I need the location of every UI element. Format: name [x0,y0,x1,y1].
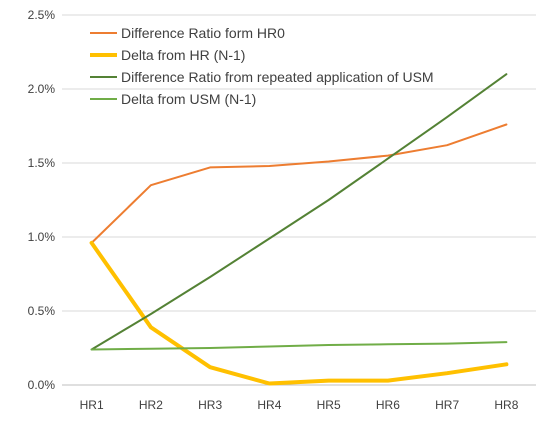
y-tick-label: 2.5% [28,8,56,22]
y-tick-label: 1.0% [28,230,56,244]
y-tick-label: 0.0% [28,378,56,392]
legend-item: Difference Ratio from repeated applicati… [90,66,434,88]
y-tick-label: 2.0% [28,82,56,96]
legend-label: Difference Ratio form HR0 [121,25,285,41]
tick-labels: 0.0% 0.5% 1.0% 1.5% 2.0% 2.5% HR1 HR2 HR3 HR4 HR5 H… [28,8,519,412]
x-tick-label: HR2 [139,398,163,412]
legend-item: Difference Ratio form HR0 [90,22,434,44]
x-tick-label: HR1 [80,398,104,412]
legend-item: Delta from HR (N-1) [90,44,434,66]
legend-label: Delta from HR (N-1) [121,47,246,63]
legend-swatch [90,76,117,78]
x-tick-label: HR8 [494,398,518,412]
legend-item: Delta from USM (N-1) [90,88,434,110]
legend-swatch [90,32,117,34]
series-line-4 [90,341,508,351]
series-line-2 [89,240,509,386]
x-tick-label: HR6 [376,398,400,412]
y-tick-label: 0.5% [28,304,56,318]
y-tick-label: 1.5% [28,156,56,170]
x-tick-label: HR4 [257,398,281,412]
legend: Difference Ratio form HR0 Delta from HR … [90,22,434,110]
series-line-1 [90,123,508,244]
x-tick-label: HR5 [317,398,341,412]
legend-swatch [90,98,117,100]
series-line-3 [90,73,508,351]
legend-label: Difference Ratio from repeated applicati… [121,69,434,85]
x-tick-label: HR3 [198,398,222,412]
x-tick-label: HR7 [435,398,459,412]
series-lines [89,73,509,386]
legend-swatch [90,53,117,57]
legend-label: Delta from USM (N-1) [121,91,257,107]
